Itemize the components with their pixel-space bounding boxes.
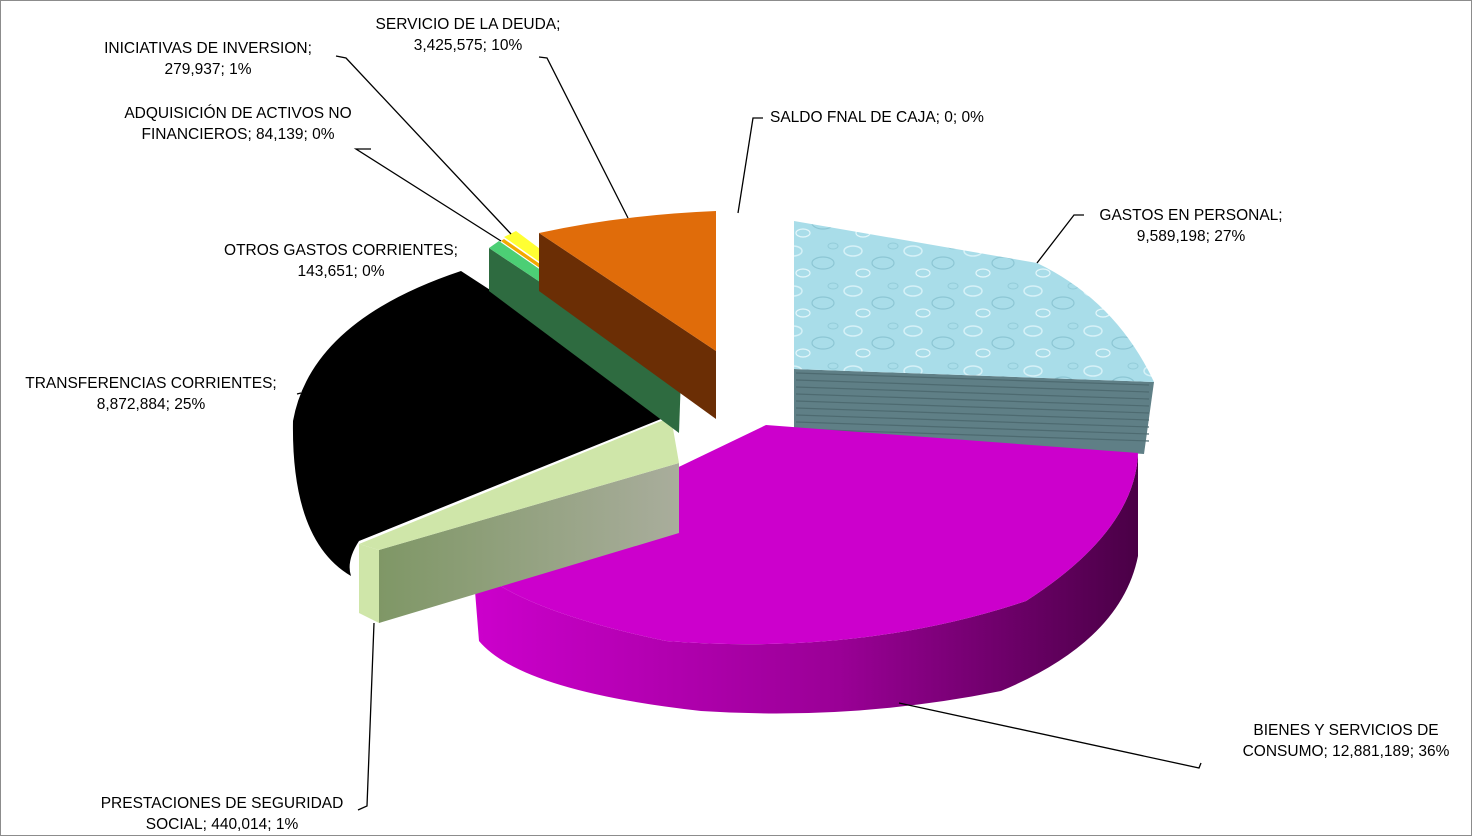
slice-side-otros-gastos-corrientes (489, 248, 681, 433)
data-label-line: 143,651; 0% (297, 263, 384, 280)
data-label-line: GASTOS EN PERSONAL; (1099, 207, 1282, 224)
data-label-line: SALDO FNAL DE CAJA; 0; 0% (770, 109, 984, 126)
side-stripe (795, 421, 1150, 435)
labels-layer: GASTOS EN PERSONAL; 9,589,198; 27% BIENES … (25, 16, 1449, 833)
leader-line-iniciativas-de-inversion (335, 55, 512, 235)
leader-line-servicio-de-la-deuda (538, 56, 629, 219)
side-stripe (795, 372, 1150, 386)
slices-layer (292, 211, 1154, 714)
data-label-saldo-fnal-de-caja: SALDO FNAL DE CAJA; 0; 0% (770, 109, 984, 126)
side-stripe (795, 400, 1150, 414)
data-label-line: 9,589,198; 27% (1137, 228, 1246, 245)
slice-top-prestaciones-de-seguridad-social (359, 417, 679, 550)
side-stripe (795, 393, 1150, 407)
data-label-line: BIENES Y SERVICIOS DE (1253, 722, 1438, 739)
leader-line-gastos-en-personal (1036, 214, 1084, 264)
data-label-servicio-de-la-deuda: SERVICIO DE LA DEUDA; 3,425,575; 10% (376, 16, 561, 54)
data-label-line: FINANCIEROS; 84,139; 0% (142, 126, 335, 143)
data-label-prestaciones-de-seguridad-social: PRESTACIONES DE SEGURIDAD SOCIAL; 440,014… (101, 795, 344, 833)
leader-line-saldo-fnal-de-caja (737, 117, 763, 214)
data-label-transferencias-corrientes: TRANSFERENCIAS CORRIENTES; 8,872,884; 25% (25, 375, 276, 413)
data-label-line: TRANSFERENCIAS CORRIENTES; (25, 375, 276, 392)
side-stripe (795, 414, 1150, 428)
side-stripe (795, 379, 1150, 393)
slice-top-bienes-y-servicios-de-consumo (473, 425, 1138, 645)
data-label-line: SERVICIO DE LA DEUDA; (376, 16, 561, 33)
slice-top-servicio-de-la-deuda (539, 211, 716, 351)
slice-side-bienes-y-servicios-de-consumo (473, 453, 1138, 714)
slice-top-gastos-en-personal (794, 221, 1154, 382)
data-label-bienes-y-servicios-de-consumo: BIENES Y SERVICIOS DE CONSUMO; 12,881,189… (1243, 722, 1450, 760)
side-stripe (795, 428, 1150, 442)
data-label-otros-gastos-corrientes: OTROS GASTOS CORRIENTES; 143,651; 0% (224, 242, 458, 280)
data-label-line: INICIATIVAS DE INVERSION; (104, 40, 312, 57)
data-label-line: 3,425,575; 10% (414, 37, 523, 54)
leader-line-transferencias-corrientes (296, 392, 302, 395)
slice-side2-prestaciones-de-seguridad-social (379, 463, 679, 623)
leader-line-bienes-y-servicios-de-consumo (898, 702, 1202, 769)
slice-gastos-en-personal (794, 221, 1154, 454)
leader-line-adquisicion-de-activos-no-financieros (353, 148, 502, 242)
data-label-iniciativas-de-inversion: INICIATIVAS DE INVERSION; 279,937; 1% (104, 40, 312, 78)
data-label-line: CONSUMO; 12,881,189; 36% (1243, 743, 1450, 760)
data-label-line: ADQUISICIÓN DE ACTIVOS NO (124, 105, 351, 122)
slice-side-prestaciones-de-seguridad-social (359, 544, 379, 623)
slice-servicio-de-la-deuda (539, 211, 716, 419)
slice-prestaciones-de-seguridad-social (359, 417, 679, 623)
data-label-line: 8,872,884; 25% (97, 396, 206, 413)
leader-line-prestaciones-de-seguridad-social (357, 622, 375, 811)
side-stripe (795, 407, 1150, 421)
data-label-line: 279,937; 1% (164, 61, 251, 78)
data-label-adquisicion-de-activos-no-financieros: ADQUISICIÓN DE ACTIVOS NO FINANCIEROS; 84… (124, 105, 351, 143)
data-label-line: PRESTACIONES DE SEGURIDAD (101, 795, 344, 812)
side-stripe (795, 386, 1150, 400)
data-label-line: SOCIAL; 440,014; 1% (146, 816, 299, 833)
data-label-gastos-en-personal: GASTOS EN PERSONAL; 9,589,198; 27% (1099, 207, 1282, 245)
slice-bienes-y-servicios-de-consumo (473, 425, 1138, 714)
slice-side-servicio-de-la-deuda (539, 233, 716, 419)
data-label-line: OTROS GASTOS CORRIENTES; (224, 242, 458, 259)
